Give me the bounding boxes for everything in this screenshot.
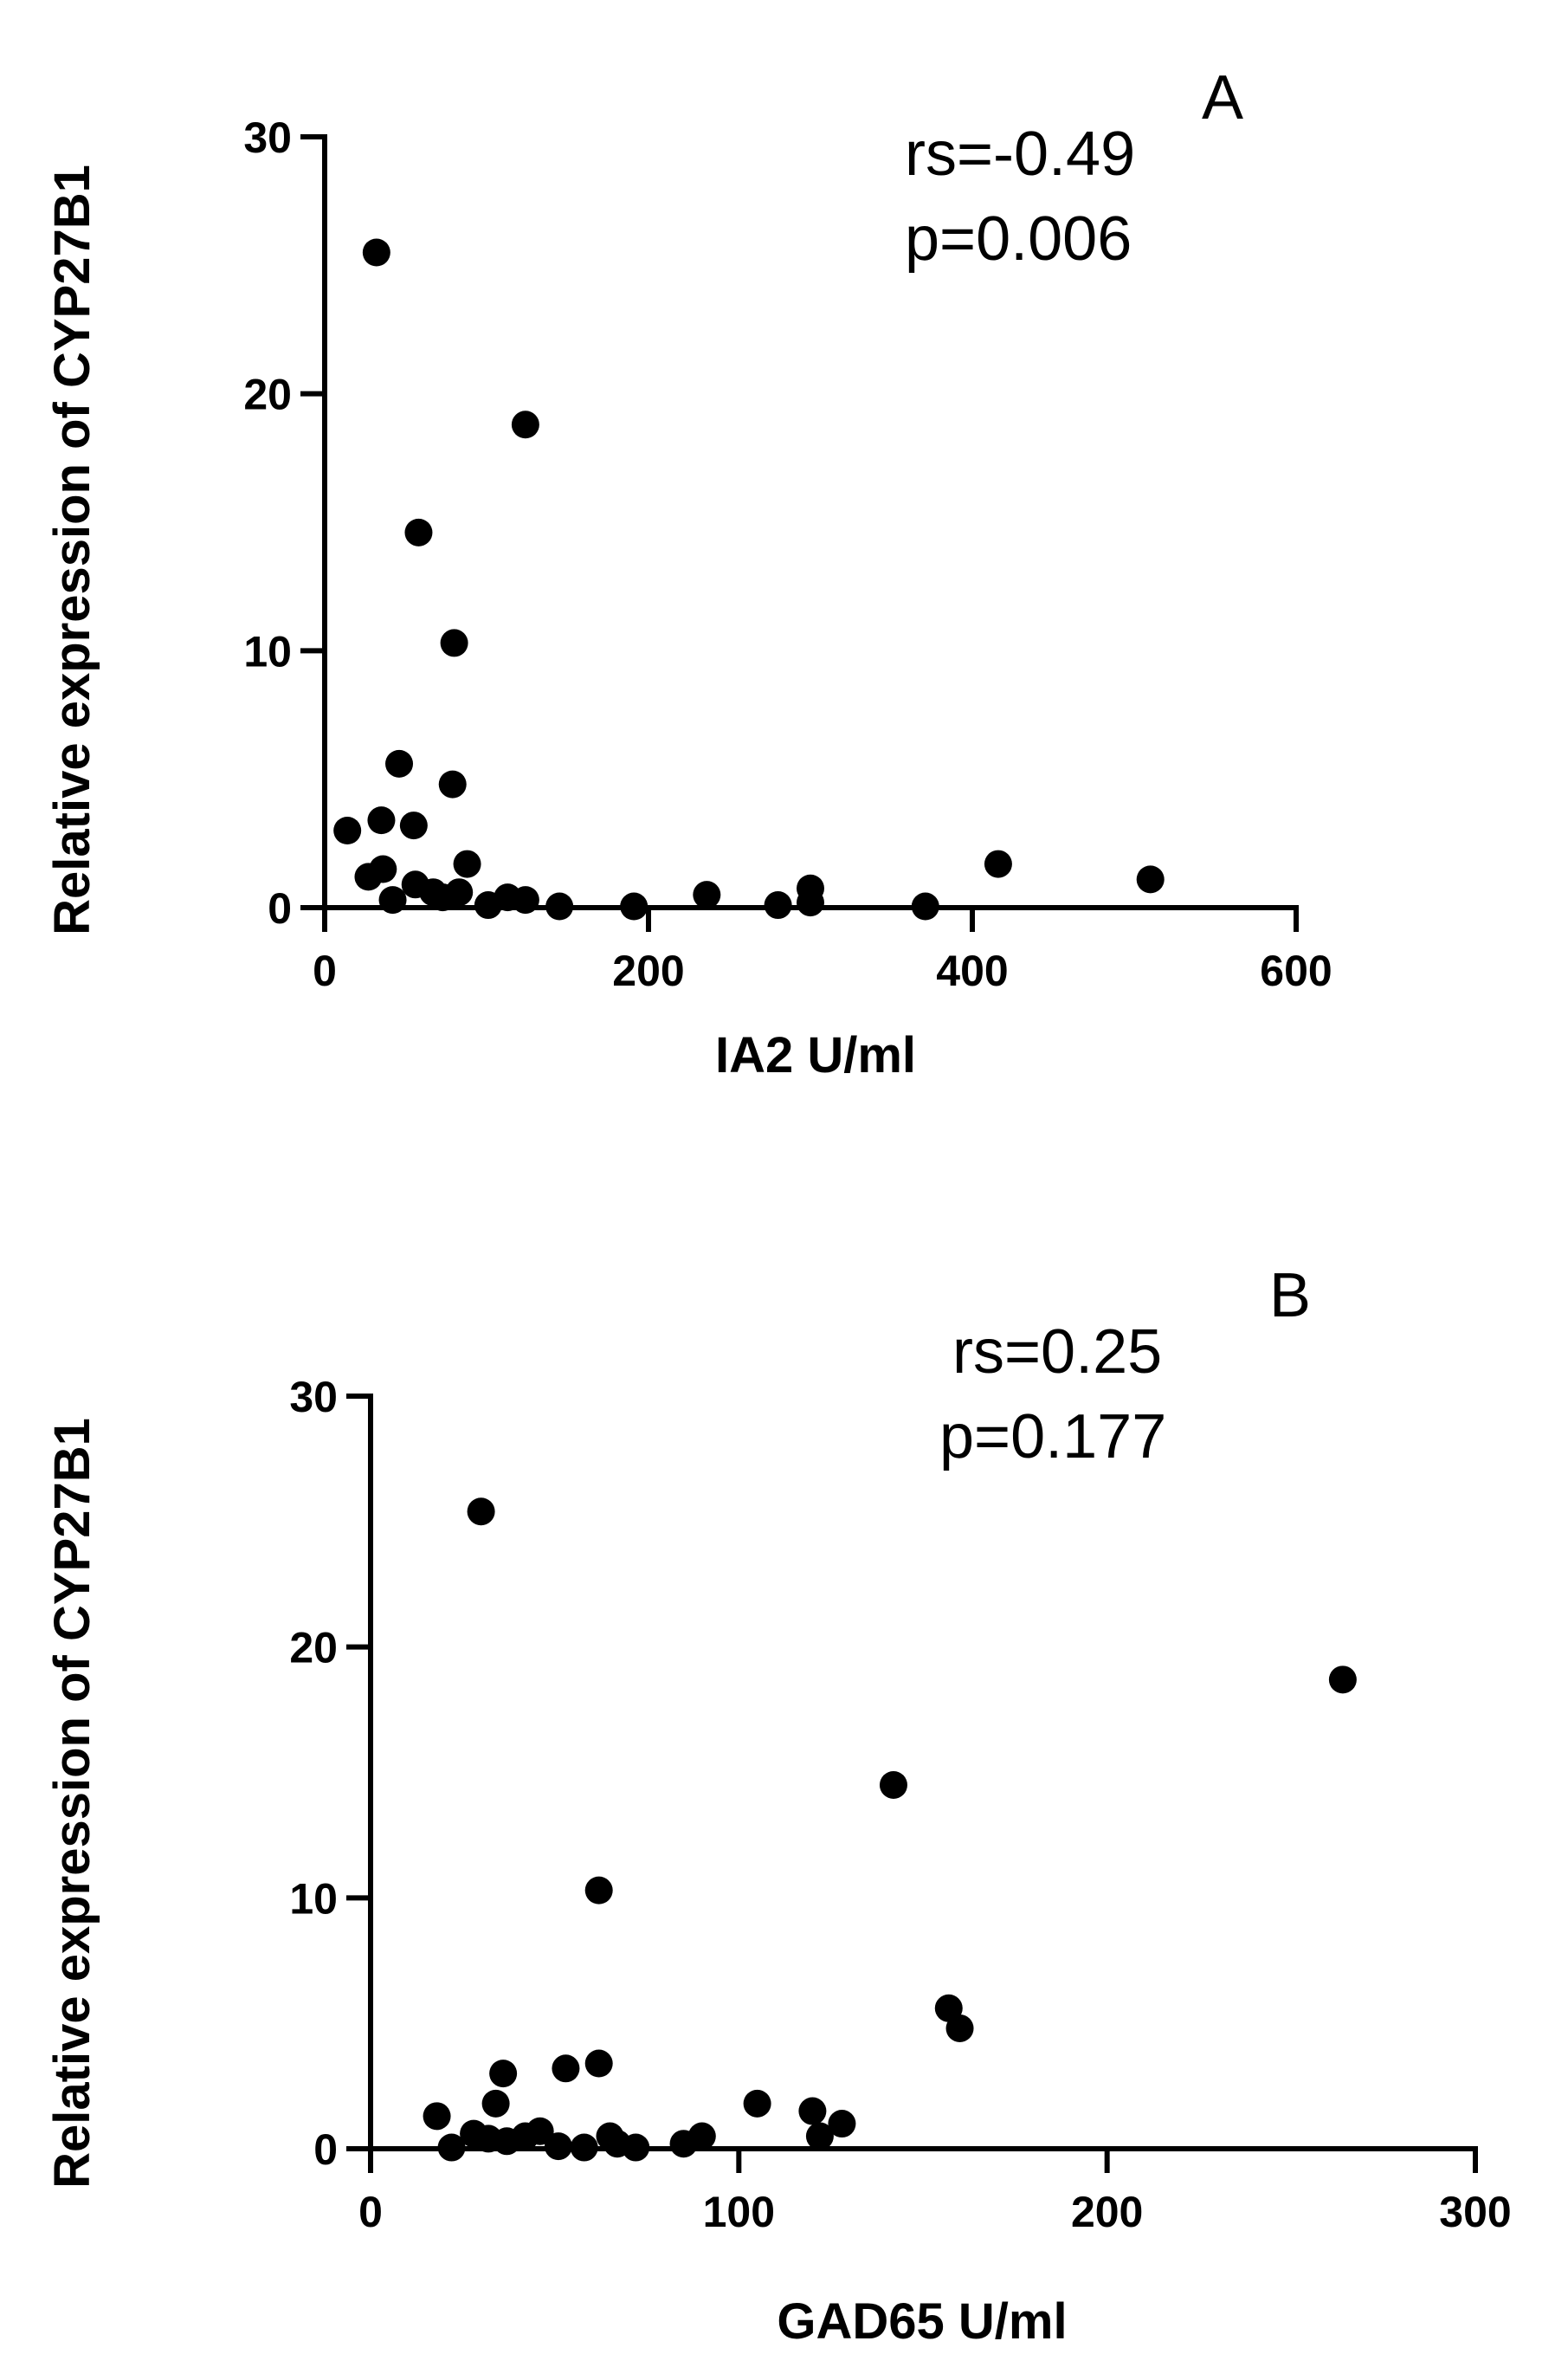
data-point-a <box>399 812 428 840</box>
panel-label-b: B <box>1269 1261 1311 1330</box>
y-axis-title-b: Relative expression of CYP27B1 <box>44 1418 100 2189</box>
data-point-a <box>911 892 939 921</box>
data-point-b <box>879 1770 907 1799</box>
data-point-a <box>511 886 539 915</box>
data-point-b <box>687 2122 716 2150</box>
data-point-b <box>489 2060 518 2088</box>
x-tick-label-a: 600 <box>1260 947 1332 995</box>
data-point-b <box>828 2110 856 2138</box>
data-point-a <box>404 518 433 546</box>
panel-b: Relative expression of CYP27B1 GAD65 U/m… <box>44 1261 1512 2350</box>
data-point-b <box>1328 1665 1357 1694</box>
data-point-b <box>622 2133 650 2162</box>
data-point-a <box>362 238 390 267</box>
data-point-a <box>545 892 574 921</box>
y-tick-label-b: 10 <box>289 1874 338 1923</box>
data-point-a <box>764 891 792 920</box>
annotation-p-a: p=0.006 <box>905 204 1132 274</box>
data-point-a <box>984 850 1012 878</box>
y-axis-title-a: Relative expression of CYP27B1 <box>44 165 100 935</box>
y-tick-label-b: 0 <box>313 2125 338 2174</box>
data-point-a <box>620 892 648 921</box>
data-point-b <box>526 2117 554 2145</box>
panel-label-a: A <box>1202 63 1243 133</box>
data-point-b <box>798 2097 827 2125</box>
y-tick-label-b: 30 <box>289 1373 338 1421</box>
data-point-b <box>945 2014 974 2042</box>
data-point-a <box>453 850 481 878</box>
x-tick-label-b: 300 <box>1439 2188 1511 2236</box>
data-point-b <box>437 2133 466 2162</box>
y-tick-label-a: 30 <box>243 113 292 162</box>
data-point-b <box>743 2089 771 2118</box>
data-point-a <box>1136 865 1165 894</box>
x-tick-label-a: 0 <box>313 947 337 995</box>
data-point-b <box>805 2122 834 2150</box>
x-tick-label-a: 200 <box>612 947 684 995</box>
x-tick-label-b: 100 <box>703 2188 775 2236</box>
data-point-a <box>385 749 414 778</box>
panel-a: Relative expression of CYP27B1 IA2 U/ml … <box>44 63 1332 1083</box>
data-point-a <box>440 629 468 657</box>
x-axis-title-a: IA2 U/ml <box>715 1027 916 1083</box>
data-point-a <box>693 881 721 909</box>
data-point-a <box>445 878 474 907</box>
data-point-b <box>552 2054 580 2083</box>
data-point-a <box>438 770 467 799</box>
x-tick-label-b: 200 <box>1071 2188 1143 2236</box>
x-axis-title-b: GAD65 U/ml <box>777 2293 1067 2350</box>
data-point-a <box>797 889 824 917</box>
y-tick-label-b: 20 <box>289 1624 338 1672</box>
data-point-b <box>570 2133 598 2162</box>
y-tick-label-a: 0 <box>268 884 292 933</box>
data-point-a <box>378 886 407 915</box>
data-point-b <box>584 2049 613 2078</box>
data-point-a <box>369 855 397 883</box>
x-tick-label-b: 0 <box>358 2188 383 2236</box>
y-tick-label-a: 20 <box>243 371 292 419</box>
x-tick-label-a: 400 <box>936 947 1008 995</box>
annotation-p-b: p=0.177 <box>939 1402 1166 1471</box>
data-point-b <box>467 1497 495 1526</box>
annotation-rs-a: rs=-0.49 <box>905 120 1135 189</box>
data-point-b <box>584 1876 613 1905</box>
annotation-rs-b: rs=0.25 <box>952 1317 1162 1387</box>
data-point-b <box>544 2132 572 2161</box>
data-point-b <box>481 2089 510 2118</box>
data-point-a <box>333 817 362 844</box>
y-tick-label-a: 10 <box>243 627 292 676</box>
data-point-b <box>423 2102 451 2131</box>
data-point-a <box>367 806 396 835</box>
data-point-a <box>511 411 539 439</box>
